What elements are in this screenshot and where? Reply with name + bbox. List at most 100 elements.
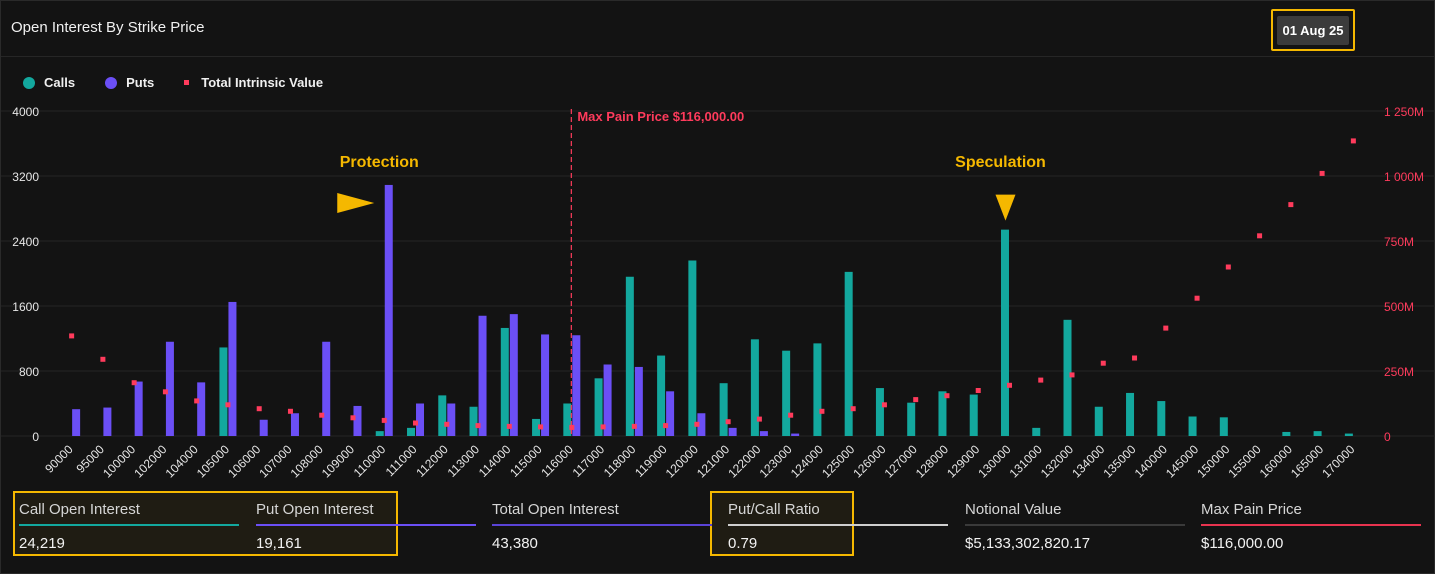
intrinsic-value-point: [475, 423, 481, 429]
intrinsic-value-point: [444, 421, 450, 427]
x-tick-label: 119000: [632, 442, 670, 480]
intrinsic-value-point: [1350, 138, 1356, 144]
puts-bar: [165, 341, 174, 436]
x-tick-label: 105000: [194, 442, 232, 480]
stat-put-oi: Put Open Interest 19,161: [256, 491, 476, 552]
x-tick-label: 150000: [1194, 442, 1232, 480]
x-tick-label: 134000: [1069, 442, 1107, 480]
intrinsic-value-point: [1132, 355, 1138, 361]
intrinsic-value-point: [350, 415, 356, 421]
calls-bar: [407, 427, 416, 436]
calls-bar: [1344, 433, 1353, 436]
header-divider: [1, 56, 1434, 57]
y-right-tick-label: 0: [1384, 430, 1391, 444]
x-tick-label: 107000: [256, 442, 294, 480]
x-tick-label: 116000: [538, 442, 576, 480]
intrinsic-value-point: [850, 406, 856, 412]
x-tick-label: 131000: [1007, 442, 1045, 480]
calls-bar: [500, 327, 509, 436]
calls-bar: [625, 276, 634, 436]
legend-item-puts[interactable]: Puts: [105, 75, 154, 90]
date-button[interactable]: 01 Aug 25: [1276, 15, 1350, 45]
stat-underline: [965, 524, 1185, 526]
x-tick-label: 140000: [1132, 442, 1170, 480]
x-tick-label: 132000: [1038, 442, 1076, 480]
x-tick-label: 109000: [319, 442, 357, 480]
speculation-annotation: Speculation: [955, 154, 1046, 171]
stat-label: Put Open Interest: [256, 501, 374, 518]
x-tick-label: 118000: [601, 442, 639, 480]
x-tick-label: 102000: [131, 442, 169, 480]
stat-underline: [256, 524, 476, 526]
stat-put-call-ratio: Put/Call Ratio 0.79: [728, 491, 948, 552]
y-right-tick-label: 500M: [1384, 300, 1414, 314]
stat-underline: [492, 524, 712, 526]
x-tick-label: 160000: [1257, 442, 1295, 480]
legend-label-intrinsic: Total Intrinsic Value: [201, 75, 324, 90]
legend-item-calls[interactable]: Calls: [23, 75, 75, 90]
intrinsic-value-point: [256, 406, 262, 412]
calls-bar: [688, 260, 697, 436]
calls-bar: [1094, 406, 1103, 436]
y-left-tick-label: 2400: [12, 235, 39, 249]
x-tick-label: 170000: [1319, 442, 1357, 480]
intrinsic-value-point: [788, 412, 794, 418]
oi-highlight-box: [13, 491, 398, 556]
stat-label: Notional Value: [965, 501, 1062, 518]
calls-bar: [1313, 431, 1322, 436]
x-tick-label: 114000: [476, 442, 514, 480]
calls-bar: [1219, 417, 1228, 436]
intrinsic-value-point: [538, 424, 544, 430]
puts-bar: [541, 334, 550, 436]
page-title: Open Interest By Strike Price: [11, 19, 205, 36]
x-tick-label: 106000: [225, 442, 263, 480]
x-tick-label: 129000: [944, 442, 982, 480]
intrinsic-value-point: [506, 423, 512, 429]
y-left-tick-label: 3200: [12, 170, 39, 184]
stat-value: $5,133,302,820.17: [965, 535, 1091, 552]
stat-total-oi: Total Open Interest 43,380: [492, 491, 712, 552]
stat-label: Call Open Interest: [19, 501, 140, 518]
puts-legend-dot: [105, 76, 118, 89]
legend-item-intrinsic[interactable]: Total Intrinsic Value: [184, 75, 323, 90]
chart-legend: Calls Puts Total Intrinsic Value: [23, 75, 353, 90]
puts-bar: [228, 301, 237, 436]
calls-bar: [907, 402, 916, 436]
intrinsic-value-point: [194, 398, 200, 404]
intrinsic-value-point: [694, 421, 700, 427]
puts-bar: [666, 391, 675, 436]
calls-bar: [875, 388, 884, 436]
x-tick-label: 155000: [1225, 442, 1263, 480]
calls-bar: [219, 347, 228, 436]
calls-bar: [1063, 319, 1072, 436]
calls-bar: [1188, 416, 1197, 436]
calls-bar: [844, 271, 853, 436]
date-highlight: 01 Aug 25: [1271, 9, 1355, 51]
intrinsic-value-point: [600, 424, 606, 430]
intrinsic-value-point: [319, 412, 325, 418]
x-tick-label: 115000: [507, 442, 545, 480]
x-tick-label: 122000: [725, 442, 763, 480]
protection-annotation: Protection: [340, 154, 419, 171]
x-tick-label: 121000: [694, 442, 732, 480]
x-tick-label: 165000: [1288, 442, 1326, 480]
calls-bar: [563, 403, 572, 436]
puts-bar: [72, 409, 81, 436]
intrinsic-value-point: [100, 356, 106, 362]
intrinsic-value-point: [131, 380, 137, 386]
calls-legend-dot: [23, 76, 35, 89]
x-tick-label: 125000: [819, 442, 857, 480]
intrinsic-value-point: [69, 333, 75, 339]
x-tick-label: 128000: [913, 442, 951, 480]
intrinsic-value-point: [1006, 382, 1012, 388]
x-tick-label: 130000: [975, 442, 1013, 480]
intrinsic-value-point: [913, 397, 919, 403]
intrinsic-value-point: [631, 423, 637, 429]
puts-bar: [259, 419, 268, 436]
calls-bar: [782, 350, 791, 436]
calls-bar: [1032, 427, 1041, 436]
x-tick-label: 145000: [1163, 442, 1201, 480]
intrinsic-value-point: [1194, 295, 1200, 301]
intrinsic-value-point: [1257, 233, 1263, 239]
right-arrow-icon: [337, 192, 375, 213]
